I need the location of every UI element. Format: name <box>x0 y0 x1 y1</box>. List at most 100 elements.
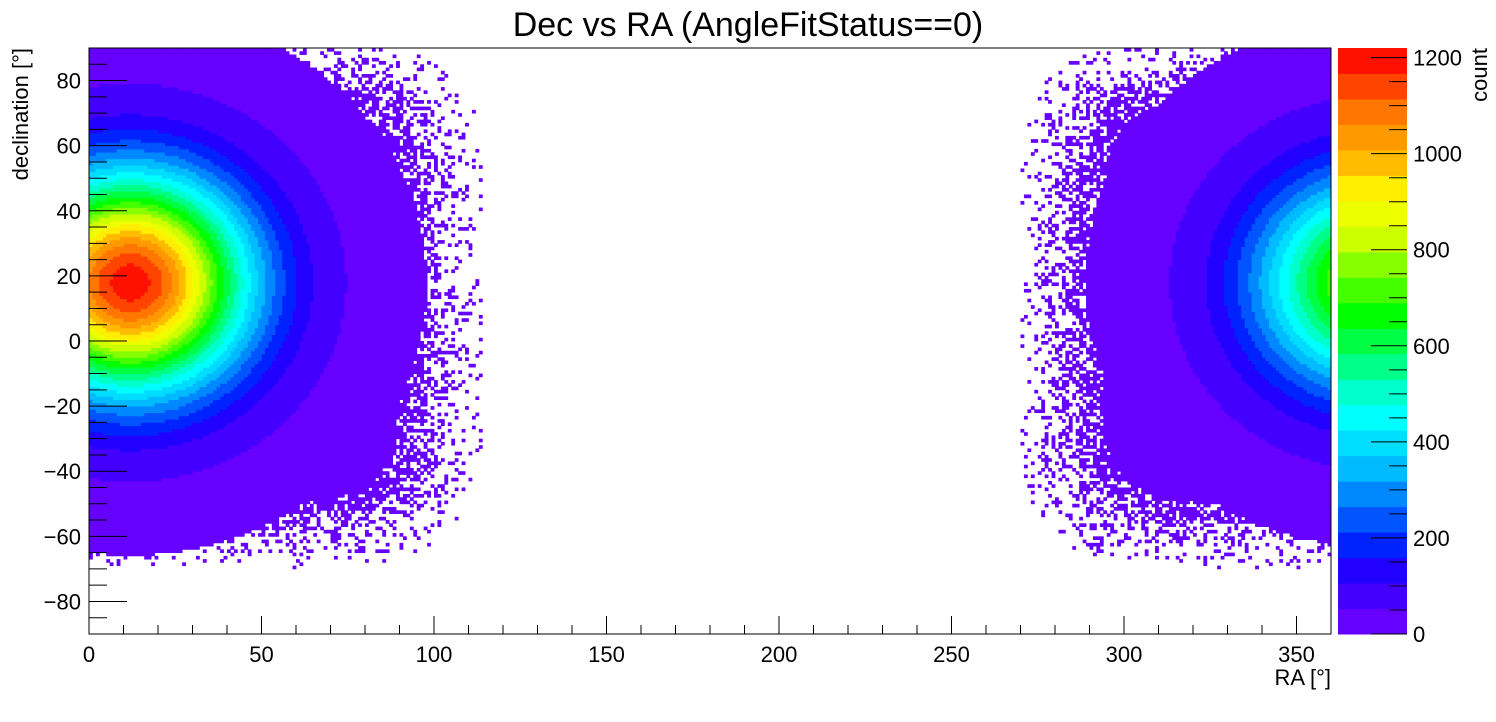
heatmap-cell <box>1214 448 1218 452</box>
heatmap-cell <box>165 540 169 544</box>
heatmap-cell <box>437 504 441 508</box>
heatmap-cell <box>175 501 179 505</box>
heatmap-cell <box>199 523 203 527</box>
heatmap-cell <box>1221 471 1225 475</box>
heatmap-cell <box>341 442 345 446</box>
heatmap-cell <box>1203 517 1207 521</box>
heatmap-cell <box>1238 543 1242 547</box>
heatmap-cell <box>89 540 93 544</box>
heatmap-cell <box>217 468 221 472</box>
heatmap-cell <box>203 435 207 439</box>
heatmap-cell <box>1152 439 1156 443</box>
heatmap-cell <box>1200 452 1204 456</box>
heatmap-cell <box>1155 439 1159 443</box>
heatmap-cell <box>1093 484 1097 488</box>
heatmap-cell <box>92 439 96 443</box>
heatmap-cell <box>1321 455 1325 459</box>
heatmap-cell <box>1210 514 1214 518</box>
heatmap-cell <box>289 465 293 469</box>
heatmap-cell <box>265 543 269 547</box>
heatmap-cell <box>172 546 176 550</box>
heatmap-cell <box>358 474 362 478</box>
heatmap-cell <box>431 461 435 465</box>
heatmap-cell <box>130 533 134 537</box>
heatmap-cell <box>1241 455 1245 459</box>
heatmap-cell <box>331 471 335 475</box>
heatmap-cell <box>1224 452 1228 456</box>
heatmap-cell <box>293 520 297 524</box>
heatmap-cell <box>413 494 417 498</box>
heatmap-cell <box>1262 520 1266 524</box>
heatmap-cell <box>161 514 165 518</box>
heatmap-cell <box>92 488 96 492</box>
heatmap-cell <box>424 442 428 446</box>
heatmap-cell <box>1303 527 1307 531</box>
heatmap-cell <box>151 461 155 465</box>
heatmap-cell <box>1200 488 1204 492</box>
heatmap-cell <box>1303 461 1307 465</box>
heatmap-cell <box>1276 452 1280 456</box>
heatmap-cell <box>296 471 300 475</box>
heatmap-cell <box>230 546 234 550</box>
heatmap-cell <box>1048 468 1052 472</box>
heatmap-cell <box>382 448 386 452</box>
heatmap-cell <box>1317 501 1321 505</box>
heatmap-cell <box>1203 461 1207 465</box>
heatmap-cell <box>299 445 303 449</box>
heatmap-cell <box>393 448 397 452</box>
heatmap-cell <box>1041 468 1045 472</box>
heatmap-cell <box>268 478 272 482</box>
heatmap-cell <box>158 478 162 482</box>
heatmap-cell <box>182 435 186 439</box>
heatmap-cell <box>161 474 165 478</box>
heatmap-cell <box>220 517 224 521</box>
heatmap-cell <box>1141 455 1145 459</box>
heatmap-cell <box>1238 494 1242 498</box>
heatmap-cell <box>99 543 103 547</box>
heatmap-cell <box>1110 504 1114 508</box>
heatmap-cell <box>1241 488 1245 492</box>
heatmap-cell <box>179 523 183 527</box>
heatmap-cell <box>268 520 272 524</box>
heatmap-cell <box>244 452 248 456</box>
heatmap-cell <box>110 543 114 547</box>
heatmap-cell <box>99 546 103 550</box>
heatmap-cell <box>355 471 359 475</box>
heatmap-cell <box>1114 455 1118 459</box>
heatmap-cell <box>175 461 179 465</box>
heatmap-cell <box>1276 530 1280 534</box>
heatmap-cell <box>1176 501 1180 505</box>
heatmap-cell <box>286 471 290 475</box>
heatmap-cell <box>1031 491 1035 495</box>
heatmap-cell <box>1138 471 1142 475</box>
heatmap-cell <box>1207 461 1211 465</box>
heatmap-cell <box>258 484 262 488</box>
heatmap-cell <box>358 488 362 492</box>
heatmap-cell <box>1217 566 1221 570</box>
heatmap-cell <box>92 465 96 469</box>
heatmap-cell <box>134 546 138 550</box>
heatmap-cell <box>186 455 190 459</box>
heatmap-cell <box>272 514 276 518</box>
heatmap-cell <box>1286 530 1290 534</box>
heatmap-cell <box>182 497 186 501</box>
heatmap-cell <box>1259 439 1263 443</box>
heatmap-cell <box>213 533 217 537</box>
heatmap-cell <box>1210 523 1214 527</box>
heatmap-cell <box>224 455 228 459</box>
heatmap-cell <box>368 497 372 501</box>
heatmap-cell <box>362 445 366 449</box>
heatmap-cell <box>1293 461 1297 465</box>
heatmap-cell <box>248 530 252 534</box>
heatmap-cell <box>1228 497 1232 501</box>
heatmap-cell <box>1217 445 1221 449</box>
heatmap-cell <box>386 455 390 459</box>
heatmap-cell <box>175 494 179 498</box>
heatmap-cell <box>268 455 272 459</box>
heatmap-cell <box>451 494 455 498</box>
heatmap-cell <box>293 452 297 456</box>
heatmap-cell <box>175 465 179 469</box>
heatmap-cell <box>113 439 117 443</box>
heatmap-cell <box>120 461 124 465</box>
heatmap-cell <box>1145 504 1149 508</box>
